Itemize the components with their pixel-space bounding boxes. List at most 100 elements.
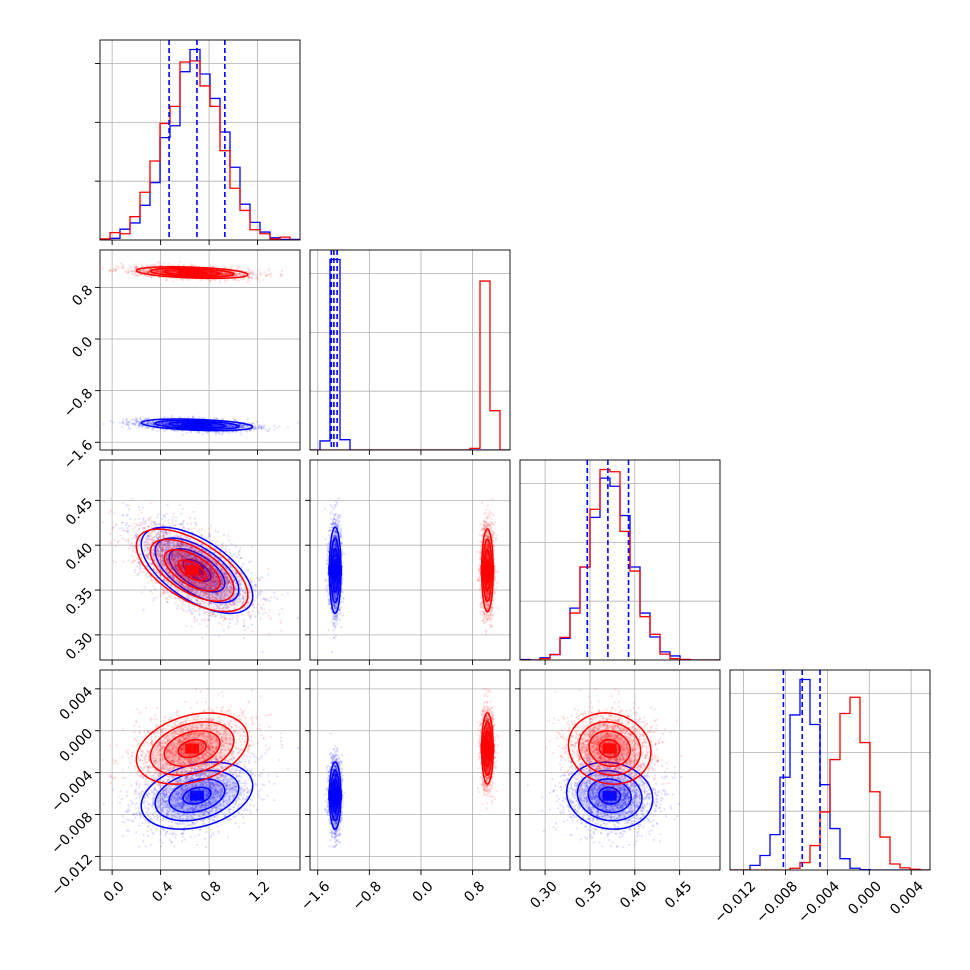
point — [151, 422, 155, 425]
point — [240, 426, 243, 429]
point — [171, 414, 174, 417]
point — [125, 271, 128, 274]
point — [165, 423, 168, 427]
point — [151, 422, 154, 426]
point — [181, 433, 184, 436]
point — [260, 428, 263, 431]
point — [214, 424, 217, 427]
point — [190, 262, 193, 266]
point — [135, 418, 138, 421]
point — [162, 422, 165, 426]
point — [235, 419, 238, 422]
panel-content — [100, 40, 300, 240]
point — [261, 427, 264, 430]
point — [212, 424, 215, 427]
point — [175, 422, 178, 425]
point — [137, 424, 140, 427]
point — [209, 279, 212, 283]
point — [112, 421, 115, 424]
point — [146, 426, 150, 429]
point — [145, 422, 149, 425]
point — [149, 590, 152, 593]
point — [255, 276, 259, 279]
point — [144, 426, 147, 429]
point — [180, 422, 183, 426]
point — [150, 422, 153, 425]
point — [178, 422, 181, 425]
point — [217, 431, 221, 434]
point — [229, 423, 232, 427]
point — [192, 416, 195, 419]
point — [212, 424, 215, 428]
point — [267, 430, 270, 433]
point — [161, 422, 165, 426]
point — [176, 423, 179, 426]
point — [176, 422, 180, 425]
point — [258, 280, 262, 283]
point — [146, 417, 149, 420]
point — [231, 425, 234, 428]
point — [146, 422, 149, 426]
point — [152, 423, 155, 426]
point — [167, 262, 170, 265]
point — [163, 423, 166, 426]
point — [139, 416, 142, 420]
point — [208, 264, 212, 268]
point — [252, 427, 255, 430]
point — [153, 263, 156, 266]
point — [217, 432, 220, 435]
point — [215, 424, 219, 427]
point — [240, 426, 243, 429]
point — [175, 422, 178, 425]
point — [166, 423, 169, 427]
point — [259, 426, 263, 429]
point — [215, 417, 219, 420]
point — [280, 270, 284, 273]
point — [265, 274, 268, 277]
point — [164, 423, 167, 426]
point — [175, 422, 178, 426]
point — [117, 265, 120, 268]
point — [158, 416, 161, 420]
point — [232, 417, 235, 420]
point — [226, 425, 229, 428]
point — [151, 428, 154, 431]
point — [193, 517, 197, 520]
point — [249, 428, 253, 432]
point — [166, 423, 169, 426]
point — [254, 426, 257, 430]
point — [262, 278, 265, 281]
point — [159, 422, 162, 426]
point — [262, 426, 265, 429]
point — [143, 418, 146, 421]
point — [233, 553, 236, 556]
point — [137, 265, 140, 269]
point — [145, 425, 148, 429]
point — [225, 423, 228, 427]
point — [216, 424, 220, 427]
point — [114, 268, 117, 271]
point — [263, 271, 266, 274]
point — [157, 261, 160, 264]
point — [127, 268, 130, 271]
point — [166, 503, 169, 507]
point — [190, 430, 193, 433]
point — [165, 421, 169, 424]
point — [198, 416, 201, 419]
point — [136, 274, 139, 278]
point — [226, 278, 229, 282]
point — [159, 422, 162, 426]
point — [132, 418, 135, 421]
point — [276, 426, 279, 430]
point — [258, 273, 261, 276]
point — [131, 422, 134, 425]
point — [124, 418, 128, 421]
point — [138, 422, 141, 425]
point — [141, 424, 144, 428]
point — [211, 424, 214, 427]
point — [225, 425, 228, 428]
point — [137, 505, 141, 508]
point — [166, 422, 169, 426]
point — [175, 422, 179, 426]
point — [241, 425, 244, 428]
